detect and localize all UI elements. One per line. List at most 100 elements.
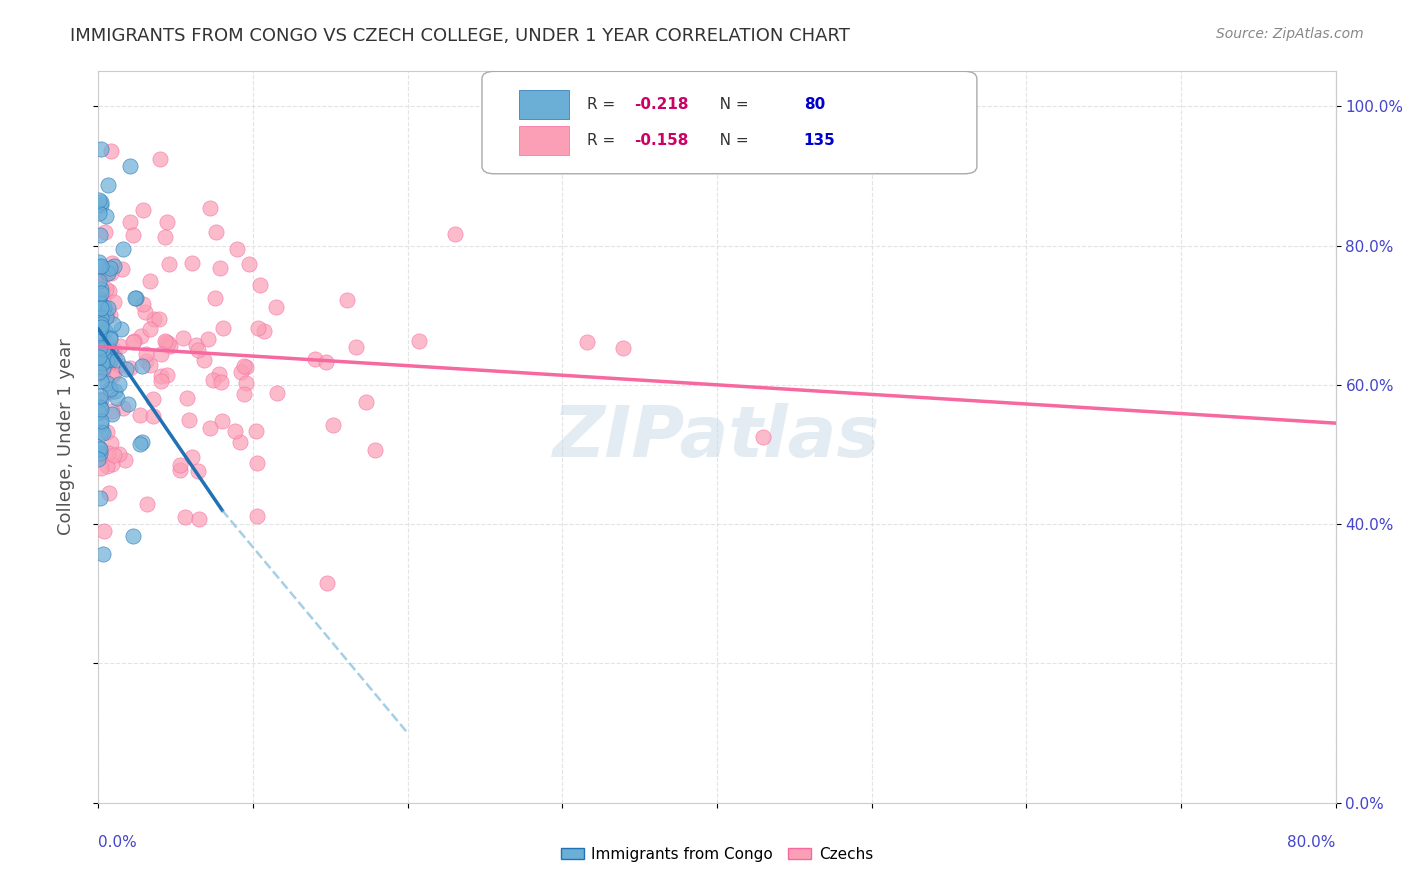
Point bbox=[253, 324, 276, 338]
Point bbox=[89, 324, 111, 338]
Bar bbox=[519, 89, 568, 119]
Point bbox=[139, 358, 162, 372]
Text: -0.158: -0.158 bbox=[634, 133, 689, 148]
Point bbox=[91, 293, 114, 308]
Text: N =: N = bbox=[704, 133, 754, 148]
Point bbox=[181, 256, 204, 270]
Text: ZIPatlas: ZIPatlas bbox=[554, 402, 880, 472]
Point bbox=[198, 201, 221, 215]
Point bbox=[142, 392, 165, 407]
Point bbox=[249, 277, 271, 292]
Point bbox=[198, 420, 221, 434]
Point bbox=[97, 178, 120, 192]
Point bbox=[129, 408, 152, 422]
Point bbox=[90, 285, 112, 300]
Point bbox=[224, 424, 246, 438]
Point bbox=[90, 402, 112, 417]
Point bbox=[122, 227, 145, 242]
Point bbox=[322, 417, 344, 432]
Point bbox=[139, 274, 162, 288]
Point bbox=[205, 225, 228, 239]
Point bbox=[90, 374, 112, 388]
Point bbox=[149, 152, 172, 166]
Point bbox=[208, 368, 231, 382]
Point bbox=[124, 291, 146, 305]
Point bbox=[157, 336, 180, 351]
Point bbox=[101, 317, 124, 331]
Point bbox=[156, 368, 179, 382]
Point bbox=[87, 295, 110, 310]
Point bbox=[89, 260, 111, 275]
Point bbox=[90, 194, 112, 209]
Point bbox=[90, 142, 112, 156]
Point bbox=[94, 324, 117, 338]
Point bbox=[148, 311, 170, 326]
Point bbox=[172, 331, 194, 345]
Point bbox=[91, 352, 114, 367]
Point bbox=[135, 497, 157, 511]
Point bbox=[87, 346, 110, 360]
Point bbox=[90, 310, 112, 325]
Point bbox=[91, 346, 114, 360]
Point bbox=[90, 328, 112, 343]
Point bbox=[193, 352, 215, 367]
Point bbox=[233, 387, 256, 401]
Point bbox=[96, 353, 118, 368]
Point bbox=[132, 297, 155, 311]
Point bbox=[89, 400, 111, 414]
Text: IMMIGRANTS FROM CONGO VS CZECH COLLEGE, UNDER 1 YEAR CORRELATION CHART: IMMIGRANTS FROM CONGO VS CZECH COLLEGE, … bbox=[70, 27, 851, 45]
Point bbox=[96, 301, 118, 315]
Point bbox=[87, 365, 110, 379]
Point bbox=[197, 332, 219, 346]
Point bbox=[87, 405, 110, 419]
Point bbox=[98, 382, 121, 396]
Point bbox=[91, 342, 114, 356]
Point bbox=[100, 457, 122, 471]
Point bbox=[91, 361, 114, 376]
Point bbox=[90, 393, 112, 408]
Point bbox=[139, 321, 162, 335]
Point bbox=[233, 359, 256, 373]
Point bbox=[98, 343, 121, 358]
Point bbox=[229, 435, 252, 450]
Point bbox=[100, 266, 122, 280]
Text: N =: N = bbox=[704, 96, 754, 112]
Point bbox=[231, 365, 253, 379]
Point bbox=[87, 326, 110, 340]
Point bbox=[111, 262, 134, 277]
Point bbox=[129, 437, 152, 451]
Point bbox=[266, 385, 288, 400]
Point bbox=[96, 265, 118, 279]
Point bbox=[89, 206, 111, 220]
Text: 80: 80 bbox=[804, 96, 825, 112]
Point bbox=[336, 293, 359, 308]
Point bbox=[100, 404, 122, 418]
Point bbox=[89, 425, 111, 439]
Point bbox=[266, 300, 288, 314]
Point bbox=[120, 361, 142, 376]
Point bbox=[142, 409, 165, 423]
Point bbox=[181, 450, 204, 464]
Point bbox=[90, 301, 112, 315]
Point bbox=[115, 362, 138, 376]
Point bbox=[94, 351, 117, 365]
Point bbox=[105, 353, 128, 368]
Point bbox=[184, 338, 207, 352]
Text: 0.0%: 0.0% bbox=[98, 835, 138, 850]
Point bbox=[110, 322, 132, 336]
Point bbox=[117, 397, 139, 411]
Bar bbox=[519, 126, 568, 155]
Point bbox=[156, 215, 179, 229]
Point bbox=[90, 319, 112, 334]
Point bbox=[91, 547, 114, 561]
Point bbox=[107, 447, 129, 461]
Point bbox=[212, 320, 235, 334]
Point bbox=[96, 339, 118, 353]
FancyBboxPatch shape bbox=[482, 71, 977, 174]
Point bbox=[93, 302, 115, 317]
Point bbox=[87, 441, 110, 455]
Point bbox=[98, 332, 121, 346]
Point bbox=[155, 335, 177, 350]
Point bbox=[96, 425, 118, 440]
Point bbox=[112, 243, 135, 257]
